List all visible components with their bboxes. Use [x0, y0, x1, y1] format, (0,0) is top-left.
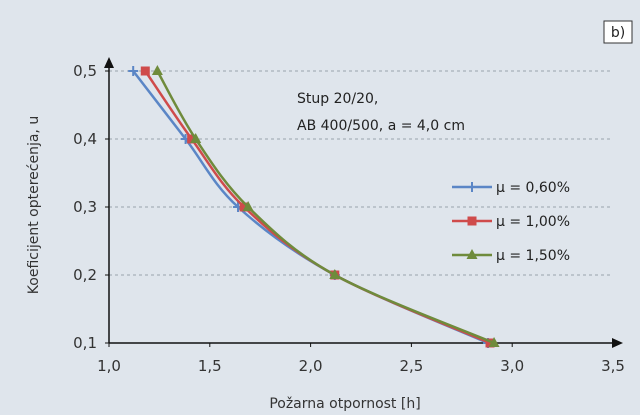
axes-layer	[104, 57, 623, 348]
legend-swatch-marker-2	[466, 249, 478, 259]
series-2-point-1	[190, 133, 202, 143]
series-1-point-4	[485, 338, 495, 348]
y-axis-title: Koeficijent opterećenja, u	[26, 116, 42, 294]
x-tick-label: 1,0	[97, 357, 121, 375]
series-2-point-2	[242, 201, 254, 211]
series-2	[151, 65, 500, 347]
y-tick-label: 0,1	[73, 334, 97, 352]
y-tick-label: 0,5	[73, 62, 97, 80]
legend-label-0: μ = 0,60%	[496, 180, 570, 196]
x-tick-label: 2,0	[299, 357, 323, 375]
series-1-point-0	[140, 66, 150, 76]
x-tick-label: 3,0	[500, 357, 524, 375]
series-2-point-4	[488, 337, 500, 347]
x-tick-label: 1,5	[198, 357, 222, 375]
legend-swatch-marker-0	[467, 182, 477, 192]
y-axis-arrow	[104, 57, 114, 68]
x-tick-label: 3,5	[601, 357, 625, 375]
panel-tag-box	[603, 20, 633, 44]
panel-tag: b)	[603, 20, 633, 44]
legend-item-0: μ = 0,60%	[452, 180, 570, 196]
series-0-point-0	[128, 66, 139, 76]
series-1-point-1	[187, 134, 197, 144]
series-layer	[128, 65, 500, 348]
series-line-2	[156, 70, 495, 345]
series-1-point-2	[239, 202, 249, 212]
panel-tag-label: b)	[611, 25, 625, 41]
y-tick-label: 0,2	[73, 266, 97, 284]
legend-label-2: μ = 1,50%	[496, 248, 570, 264]
y-tick-label: 0,4	[73, 130, 97, 148]
legend-swatch-marker-1	[467, 216, 477, 226]
series-2-point-3	[329, 269, 341, 279]
x-axis-arrow	[612, 338, 623, 348]
series-2-point-0	[151, 65, 163, 75]
legend-label-1: μ = 1,00%	[496, 214, 570, 230]
y-tick-label: 0,3	[73, 198, 97, 216]
x-tick-label: 2,5	[399, 357, 423, 375]
annotation-line-1: Stup 20/20,	[297, 91, 378, 107]
x-axis-title: Požarna otpornost [h]	[269, 396, 420, 412]
legend-item-1: μ = 1,00%	[452, 214, 570, 230]
annotation-line-2: AB 400/500, a = 4,0 cm	[297, 118, 465, 134]
legend-item-2: μ = 1,50%	[452, 248, 570, 264]
legend: μ = 0,60% μ = 1,00% μ = 1,50%	[452, 180, 570, 264]
labels-layer: 1,0 1,5 2,0 2,5 3,0 3,5 0,1 0,2 0,3 0,4 0,5	[73, 62, 625, 375]
